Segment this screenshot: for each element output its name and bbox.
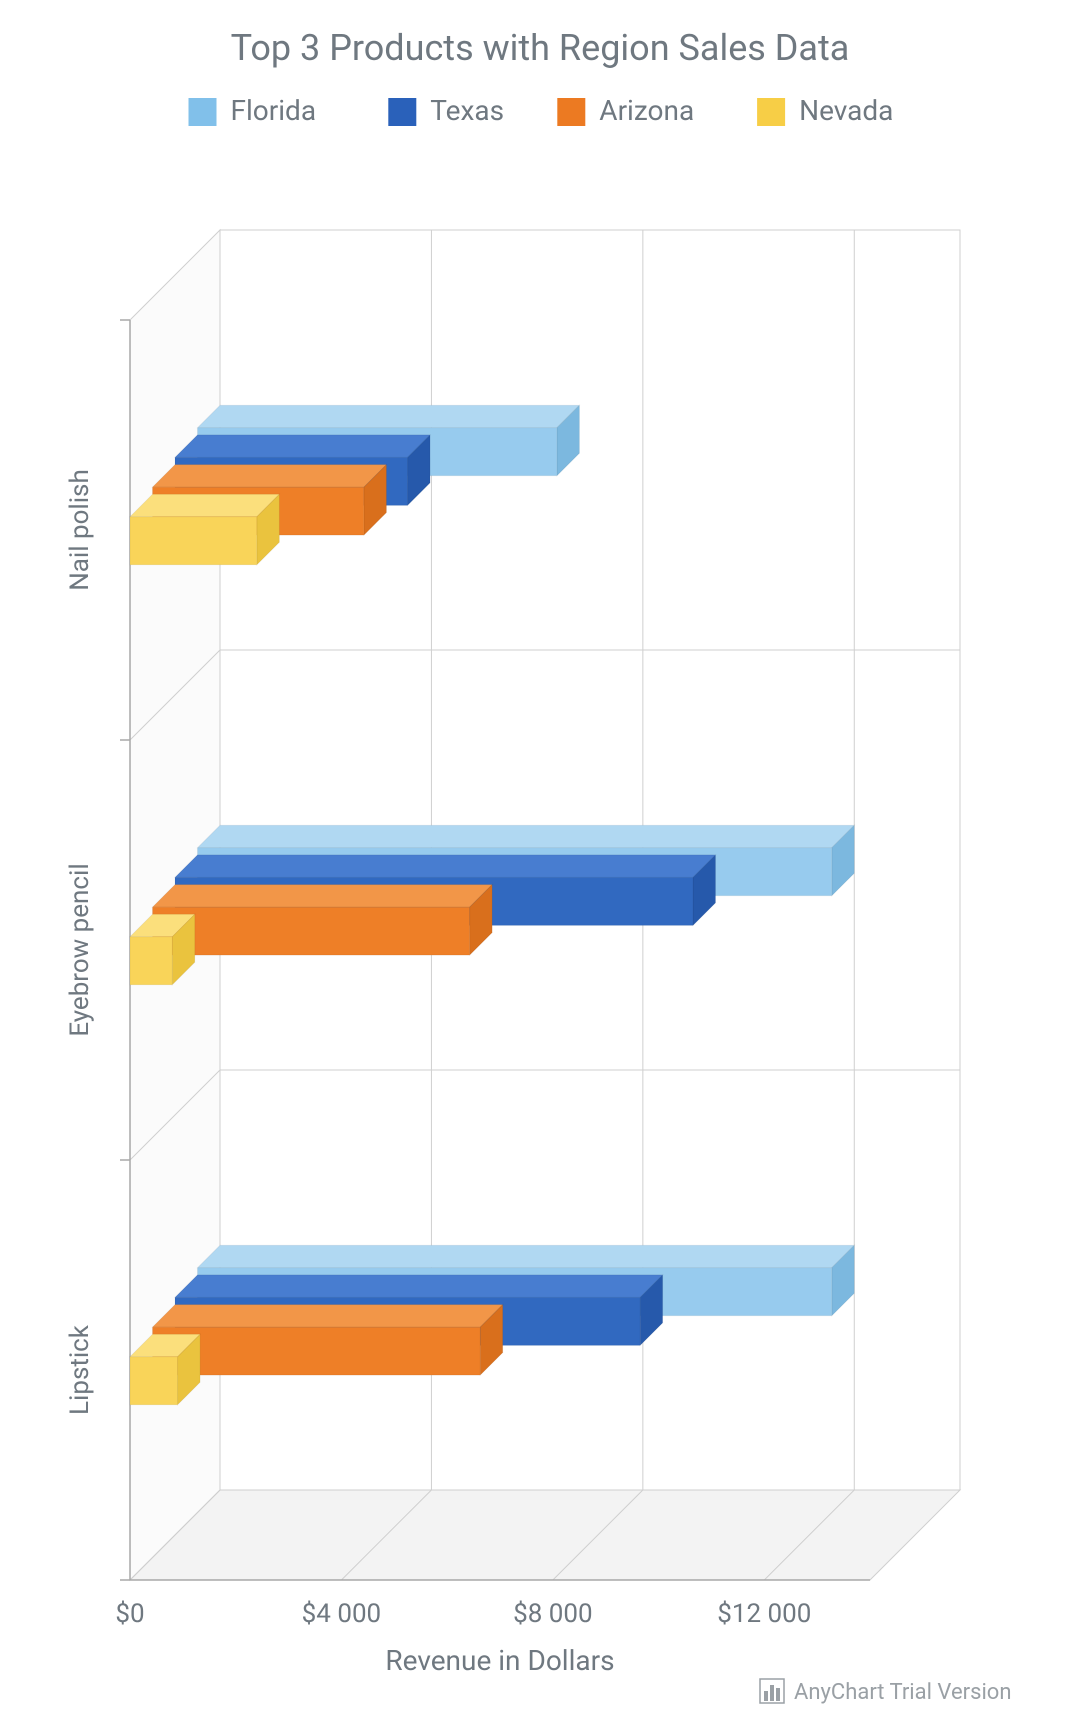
bar-front	[130, 1357, 178, 1405]
legend-swatch	[189, 98, 217, 126]
x-tick-label: $0	[115, 1599, 144, 1629]
legend-item[interactable]: Texas	[388, 94, 504, 127]
bar[interactable]	[130, 494, 279, 565]
bar-top	[175, 855, 716, 878]
legend-item[interactable]: Arizona	[557, 94, 694, 127]
chart-title: Top 3 Products with Region Sales Data	[231, 27, 850, 69]
bar-front	[153, 1327, 481, 1375]
y-category-label: Lipstick	[65, 1324, 95, 1415]
chart-container: Top 3 Products with Region Sales Data Flo…	[0, 0, 1080, 1731]
legend-item[interactable]: Florida	[189, 94, 317, 127]
bar-top	[198, 825, 855, 848]
bar-top	[130, 494, 279, 517]
x-tick-label: $4 000	[302, 1599, 382, 1629]
bar-front	[153, 907, 470, 955]
legend-item[interactable]: Nevada	[757, 94, 893, 127]
bar-top	[153, 885, 493, 908]
bar-front	[130, 517, 257, 565]
floor	[130, 1490, 960, 1580]
bar-front	[130, 937, 172, 985]
x-tick-label: $8 000	[513, 1599, 593, 1629]
legend-swatch	[757, 98, 785, 126]
bar-top	[153, 1305, 503, 1328]
legend-label: Florida	[231, 94, 317, 127]
bar-top	[153, 465, 387, 488]
legend-label: Texas	[430, 94, 504, 127]
watermark: AnyChart Trial Version	[760, 1679, 1012, 1705]
legend-swatch	[388, 98, 416, 126]
chart-svg: Top 3 Products with Region Sales Data Flo…	[0, 0, 1080, 1731]
bar[interactable]	[153, 1305, 503, 1376]
legend-swatch	[557, 98, 585, 126]
legend-label: Nevada	[799, 94, 893, 127]
bar-top	[198, 405, 580, 428]
legend-label: Arizona	[599, 94, 694, 127]
y-category-label: Eyebrow pencil	[65, 863, 95, 1036]
bar-top	[175, 435, 430, 458]
y-category-label: Nail polish	[65, 469, 95, 591]
bar-top	[175, 1275, 663, 1298]
x-axis-title: Revenue in Dollars	[385, 1644, 614, 1677]
bar[interactable]	[153, 885, 493, 956]
x-tick-label: $12 000	[717, 1599, 811, 1629]
bar-top	[198, 1245, 855, 1268]
watermark-text: AnyChart Trial Version	[794, 1680, 1012, 1705]
